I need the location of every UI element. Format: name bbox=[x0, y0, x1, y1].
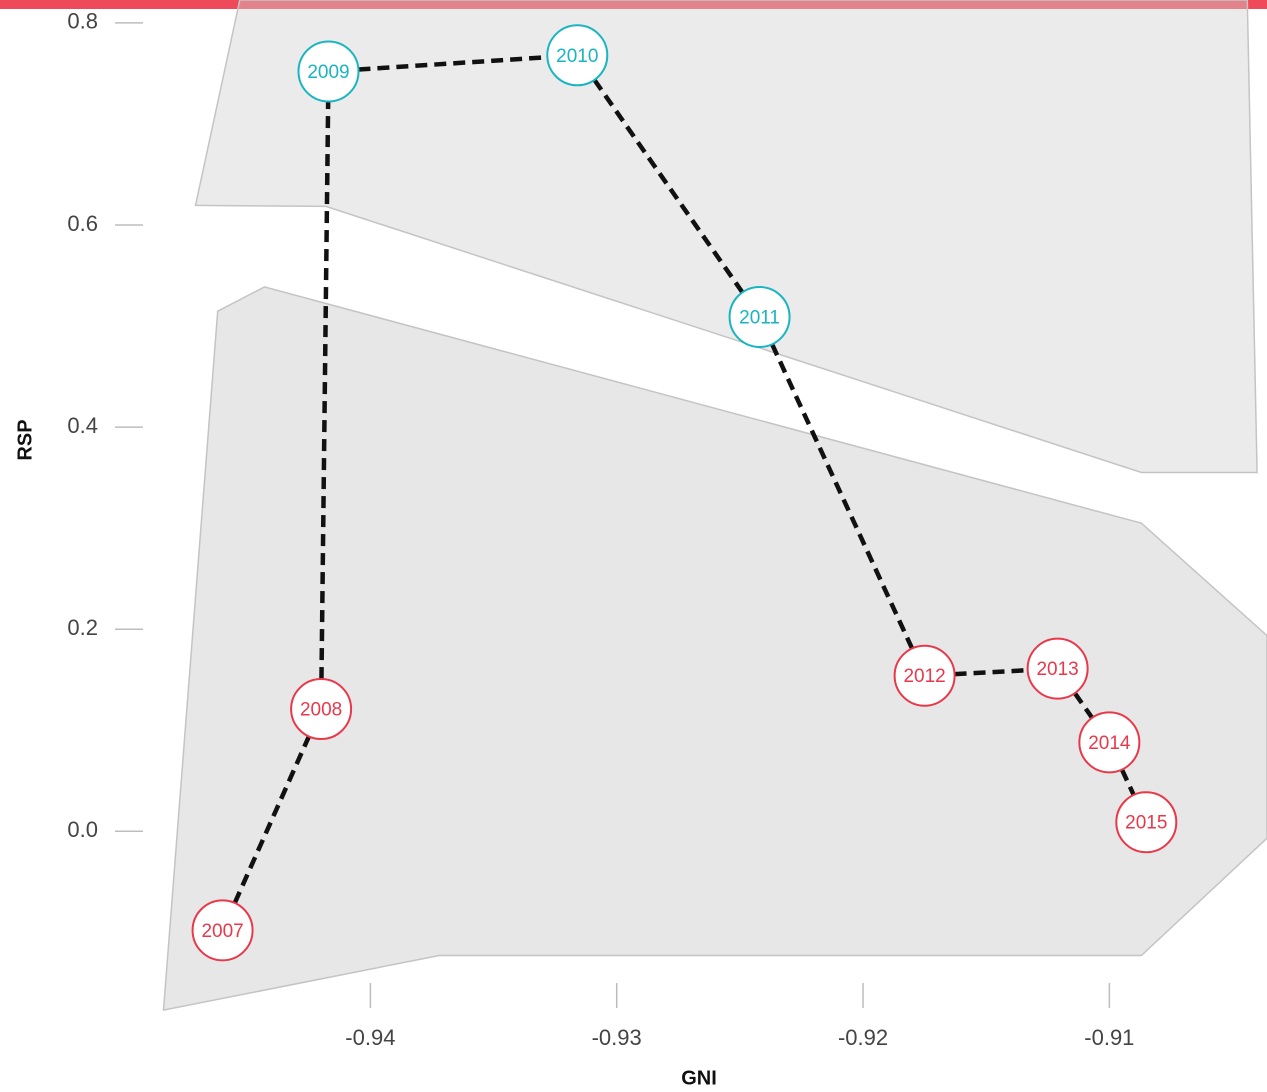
point-2012: 2012 bbox=[893, 644, 956, 707]
point-label: 2007 bbox=[201, 921, 243, 942]
point-2009: 2009 bbox=[297, 40, 360, 103]
point-label: 2010 bbox=[556, 46, 598, 67]
point-2014: 2014 bbox=[1078, 711, 1141, 774]
point-label: 2009 bbox=[307, 62, 349, 83]
hull-regions bbox=[162, 0, 1267, 1012]
point-circle bbox=[290, 678, 353, 741]
point-2015: 2015 bbox=[1115, 791, 1178, 854]
y-tick-label: 0.0 bbox=[67, 817, 98, 842]
point-label: 2008 bbox=[300, 700, 342, 721]
point-circle bbox=[297, 40, 360, 103]
y-tick-label: 0.4 bbox=[67, 413, 98, 438]
point-2011: 2011 bbox=[728, 285, 791, 348]
point-circle bbox=[546, 24, 609, 87]
connector-2010-2011 bbox=[592, 78, 745, 294]
point-circle bbox=[1115, 791, 1178, 854]
connector-2009-2010 bbox=[358, 54, 548, 72]
x-axis: -0.94 -0.93 -0.92 -0.91 bbox=[345, 983, 1134, 1050]
point-circle bbox=[1026, 637, 1089, 700]
connector-2008-2009 bbox=[319, 101, 331, 680]
connector-2013-2014 bbox=[1073, 691, 1094, 720]
connector-2012-2013 bbox=[954, 667, 1028, 677]
x-tick-label: -0.92 bbox=[838, 1025, 888, 1050]
point-circle bbox=[893, 644, 956, 707]
y-tick-label: 0.6 bbox=[67, 211, 98, 236]
point-circle bbox=[191, 899, 254, 962]
point-label: 2013 bbox=[1036, 659, 1078, 680]
y-tick-label: 0.8 bbox=[67, 9, 98, 34]
connector-2014-2015 bbox=[1119, 768, 1136, 796]
point-label: 2012 bbox=[903, 666, 945, 687]
x-tick-label: -0.93 bbox=[592, 1025, 642, 1050]
point-circle bbox=[728, 285, 791, 348]
x-axis-title: GNI bbox=[681, 1067, 717, 1089]
point-label: 2011 bbox=[739, 307, 780, 328]
point-2010: 2010 bbox=[546, 24, 609, 87]
region-a bbox=[194, 0, 1258, 474]
y-axis-title: RSP bbox=[14, 419, 36, 460]
point-circle bbox=[1078, 711, 1141, 774]
point-2007: 2007 bbox=[191, 899, 254, 962]
y-tick-label: 0.2 bbox=[67, 615, 98, 640]
y-axis: 0.0 0.2 0.4 0.6 0.8 bbox=[67, 9, 143, 842]
top-accent-bar bbox=[0, 0, 1267, 9]
region-b bbox=[162, 286, 1267, 1012]
point-label: 2014 bbox=[1088, 733, 1131, 754]
connector-2007-2008 bbox=[232, 735, 311, 904]
point-2013: 2013 bbox=[1026, 637, 1089, 700]
x-tick-label: -0.94 bbox=[345, 1025, 395, 1050]
dashed-connectors bbox=[232, 54, 1136, 904]
point-2008: 2008 bbox=[290, 678, 353, 741]
x-tick-label: -0.91 bbox=[1084, 1025, 1134, 1050]
year-points: 2007 2008 2009 2010 2011 2012 2013 2014 2015 bbox=[191, 24, 1178, 962]
point-label: 2015 bbox=[1125, 813, 1167, 834]
